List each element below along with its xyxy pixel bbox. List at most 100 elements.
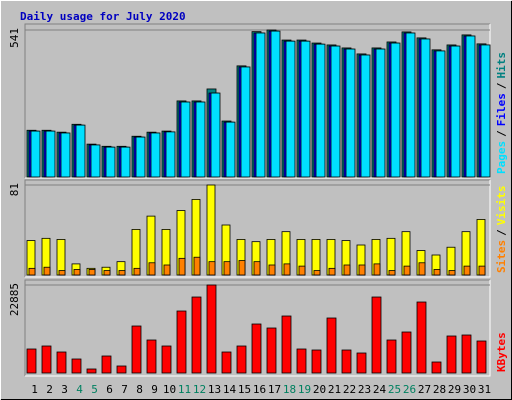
bar (341, 349, 352, 374)
bar (375, 48, 386, 178)
bar (390, 42, 401, 178)
bar (238, 260, 246, 276)
legend-separator: / (495, 130, 508, 137)
x-tick-label: 2 (46, 383, 53, 396)
x-tick-label: 7 (121, 383, 128, 396)
legend-separator: / (495, 82, 508, 89)
bar (161, 345, 172, 374)
legend-separator: / (495, 229, 508, 236)
panel-edge (25, 180, 491, 278)
bar (386, 237, 396, 276)
legend-entry: Files (495, 93, 508, 126)
bar (90, 144, 101, 178)
bar (311, 349, 322, 374)
x-tick-label: 19 (298, 383, 311, 396)
panel-edge (25, 280, 491, 377)
bar (465, 35, 476, 178)
bar (420, 38, 431, 178)
bar (150, 132, 161, 178)
x-tick-label: 28 (433, 383, 446, 396)
bar (195, 101, 206, 178)
bar (165, 131, 176, 178)
bar (26, 348, 37, 374)
legend: KBytes (495, 332, 508, 372)
x-tick-label: 1 (31, 383, 38, 396)
bar (120, 146, 131, 178)
bar (251, 323, 262, 374)
bar (283, 263, 291, 276)
bar (176, 310, 187, 374)
x-tick-label: 30 (463, 383, 476, 396)
y-tick-label: 22885 (8, 283, 21, 316)
bar (208, 261, 216, 276)
bar (103, 270, 111, 276)
legend-entry: Sites (495, 240, 508, 273)
bar (431, 361, 442, 374)
bar (43, 266, 51, 276)
bar (270, 30, 281, 178)
bar (45, 130, 56, 178)
bar (405, 32, 416, 178)
x-tick-label: 20 (313, 383, 326, 396)
bar (105, 146, 116, 178)
bar (358, 264, 366, 276)
x-tick-label: 11 (178, 383, 191, 396)
bar (240, 66, 251, 178)
x-tick-label: 10 (163, 383, 176, 396)
x-tick-label: 6 (106, 383, 113, 396)
bar (56, 351, 67, 374)
bar (268, 264, 276, 276)
bar (86, 368, 97, 374)
y-tick-label: 541 (8, 28, 21, 48)
x-tick-label: 3 (61, 383, 68, 396)
x-tick-label: 24 (373, 383, 387, 396)
bar (298, 265, 306, 276)
x-tick-label: 22 (343, 383, 356, 396)
bar (343, 264, 351, 276)
bar (180, 101, 191, 178)
bar (450, 45, 461, 178)
bar (225, 121, 236, 178)
x-tick-label: 18 (283, 383, 296, 396)
bar (146, 339, 157, 374)
bar (328, 267, 336, 276)
panel-edge (24, 279, 490, 376)
x-tick-label: 13 (208, 383, 221, 396)
legend-entry: KBytes (495, 332, 508, 372)
bar (148, 262, 156, 276)
bar (30, 130, 41, 178)
bar (463, 265, 471, 276)
bar (281, 315, 292, 374)
x-tick-label: 9 (151, 383, 158, 396)
x-tick-label: 8 (136, 383, 143, 396)
bar (116, 365, 127, 374)
bar (131, 325, 142, 374)
bar (461, 334, 472, 374)
bar (255, 32, 266, 178)
legend: Pages / Files / Hits (495, 52, 508, 174)
bar (135, 136, 146, 178)
bar (330, 45, 341, 178)
bar (266, 327, 277, 374)
bar (373, 263, 381, 276)
bar (236, 345, 247, 374)
legend-entry: Pages (495, 141, 508, 174)
bar (315, 43, 326, 178)
bar (58, 270, 66, 276)
bar (101, 355, 112, 374)
legend: Sites / Visits (495, 186, 508, 274)
bar (133, 267, 141, 276)
x-tick-label: 27 (418, 383, 431, 396)
bar (388, 270, 396, 276)
bar (223, 261, 231, 276)
bar (435, 50, 446, 178)
x-tick-label: 21 (328, 383, 341, 396)
panel-edge (24, 179, 490, 277)
bar (73, 269, 81, 276)
bar (60, 132, 71, 178)
bar (285, 40, 296, 178)
bar (296, 348, 307, 374)
